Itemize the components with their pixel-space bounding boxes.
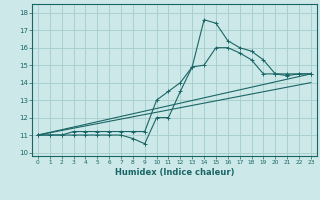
X-axis label: Humidex (Indice chaleur): Humidex (Indice chaleur): [115, 168, 234, 177]
